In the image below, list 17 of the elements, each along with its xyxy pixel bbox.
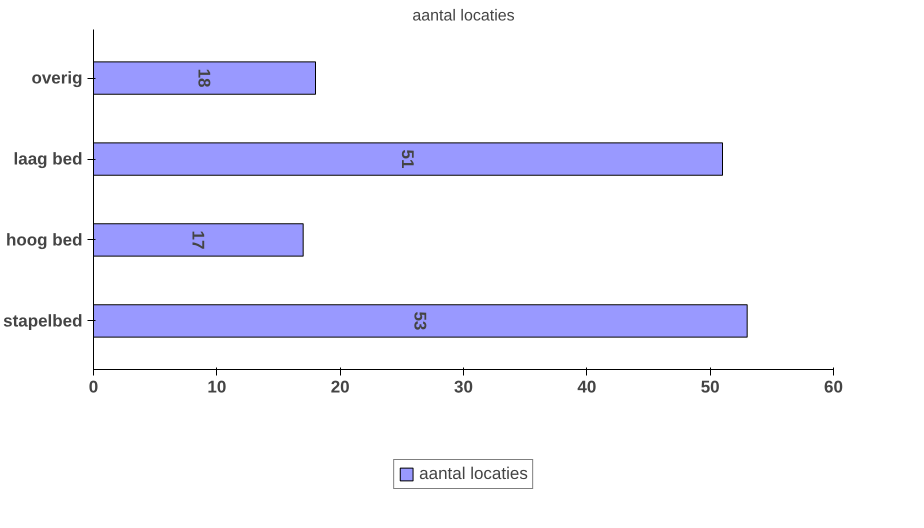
x-tick-label: 20 — [330, 378, 350, 396]
x-tick-label: 50 — [700, 378, 720, 396]
y-tick-label: laag bed — [14, 150, 83, 169]
y-tick-label: hoog bed — [6, 230, 82, 250]
data-label: 53 — [410, 311, 430, 330]
x-tick-label: 0 — [88, 378, 98, 396]
legend-label: aantal locaties — [419, 464, 528, 484]
data-label: 51 — [398, 150, 417, 168]
y-tick-label: stapelbed — [3, 311, 83, 330]
x-tick-label: 60 — [824, 378, 843, 396]
x-tick-label: 10 — [207, 378, 226, 396]
data-label: 17 — [188, 230, 208, 250]
x-tick-label: 30 — [454, 378, 473, 396]
x-tick-label: 40 — [577, 378, 596, 396]
chart-title: aantal locaties — [412, 8, 515, 24]
y-tick-label: overig — [31, 68, 83, 88]
data-label: 18 — [194, 68, 214, 88]
